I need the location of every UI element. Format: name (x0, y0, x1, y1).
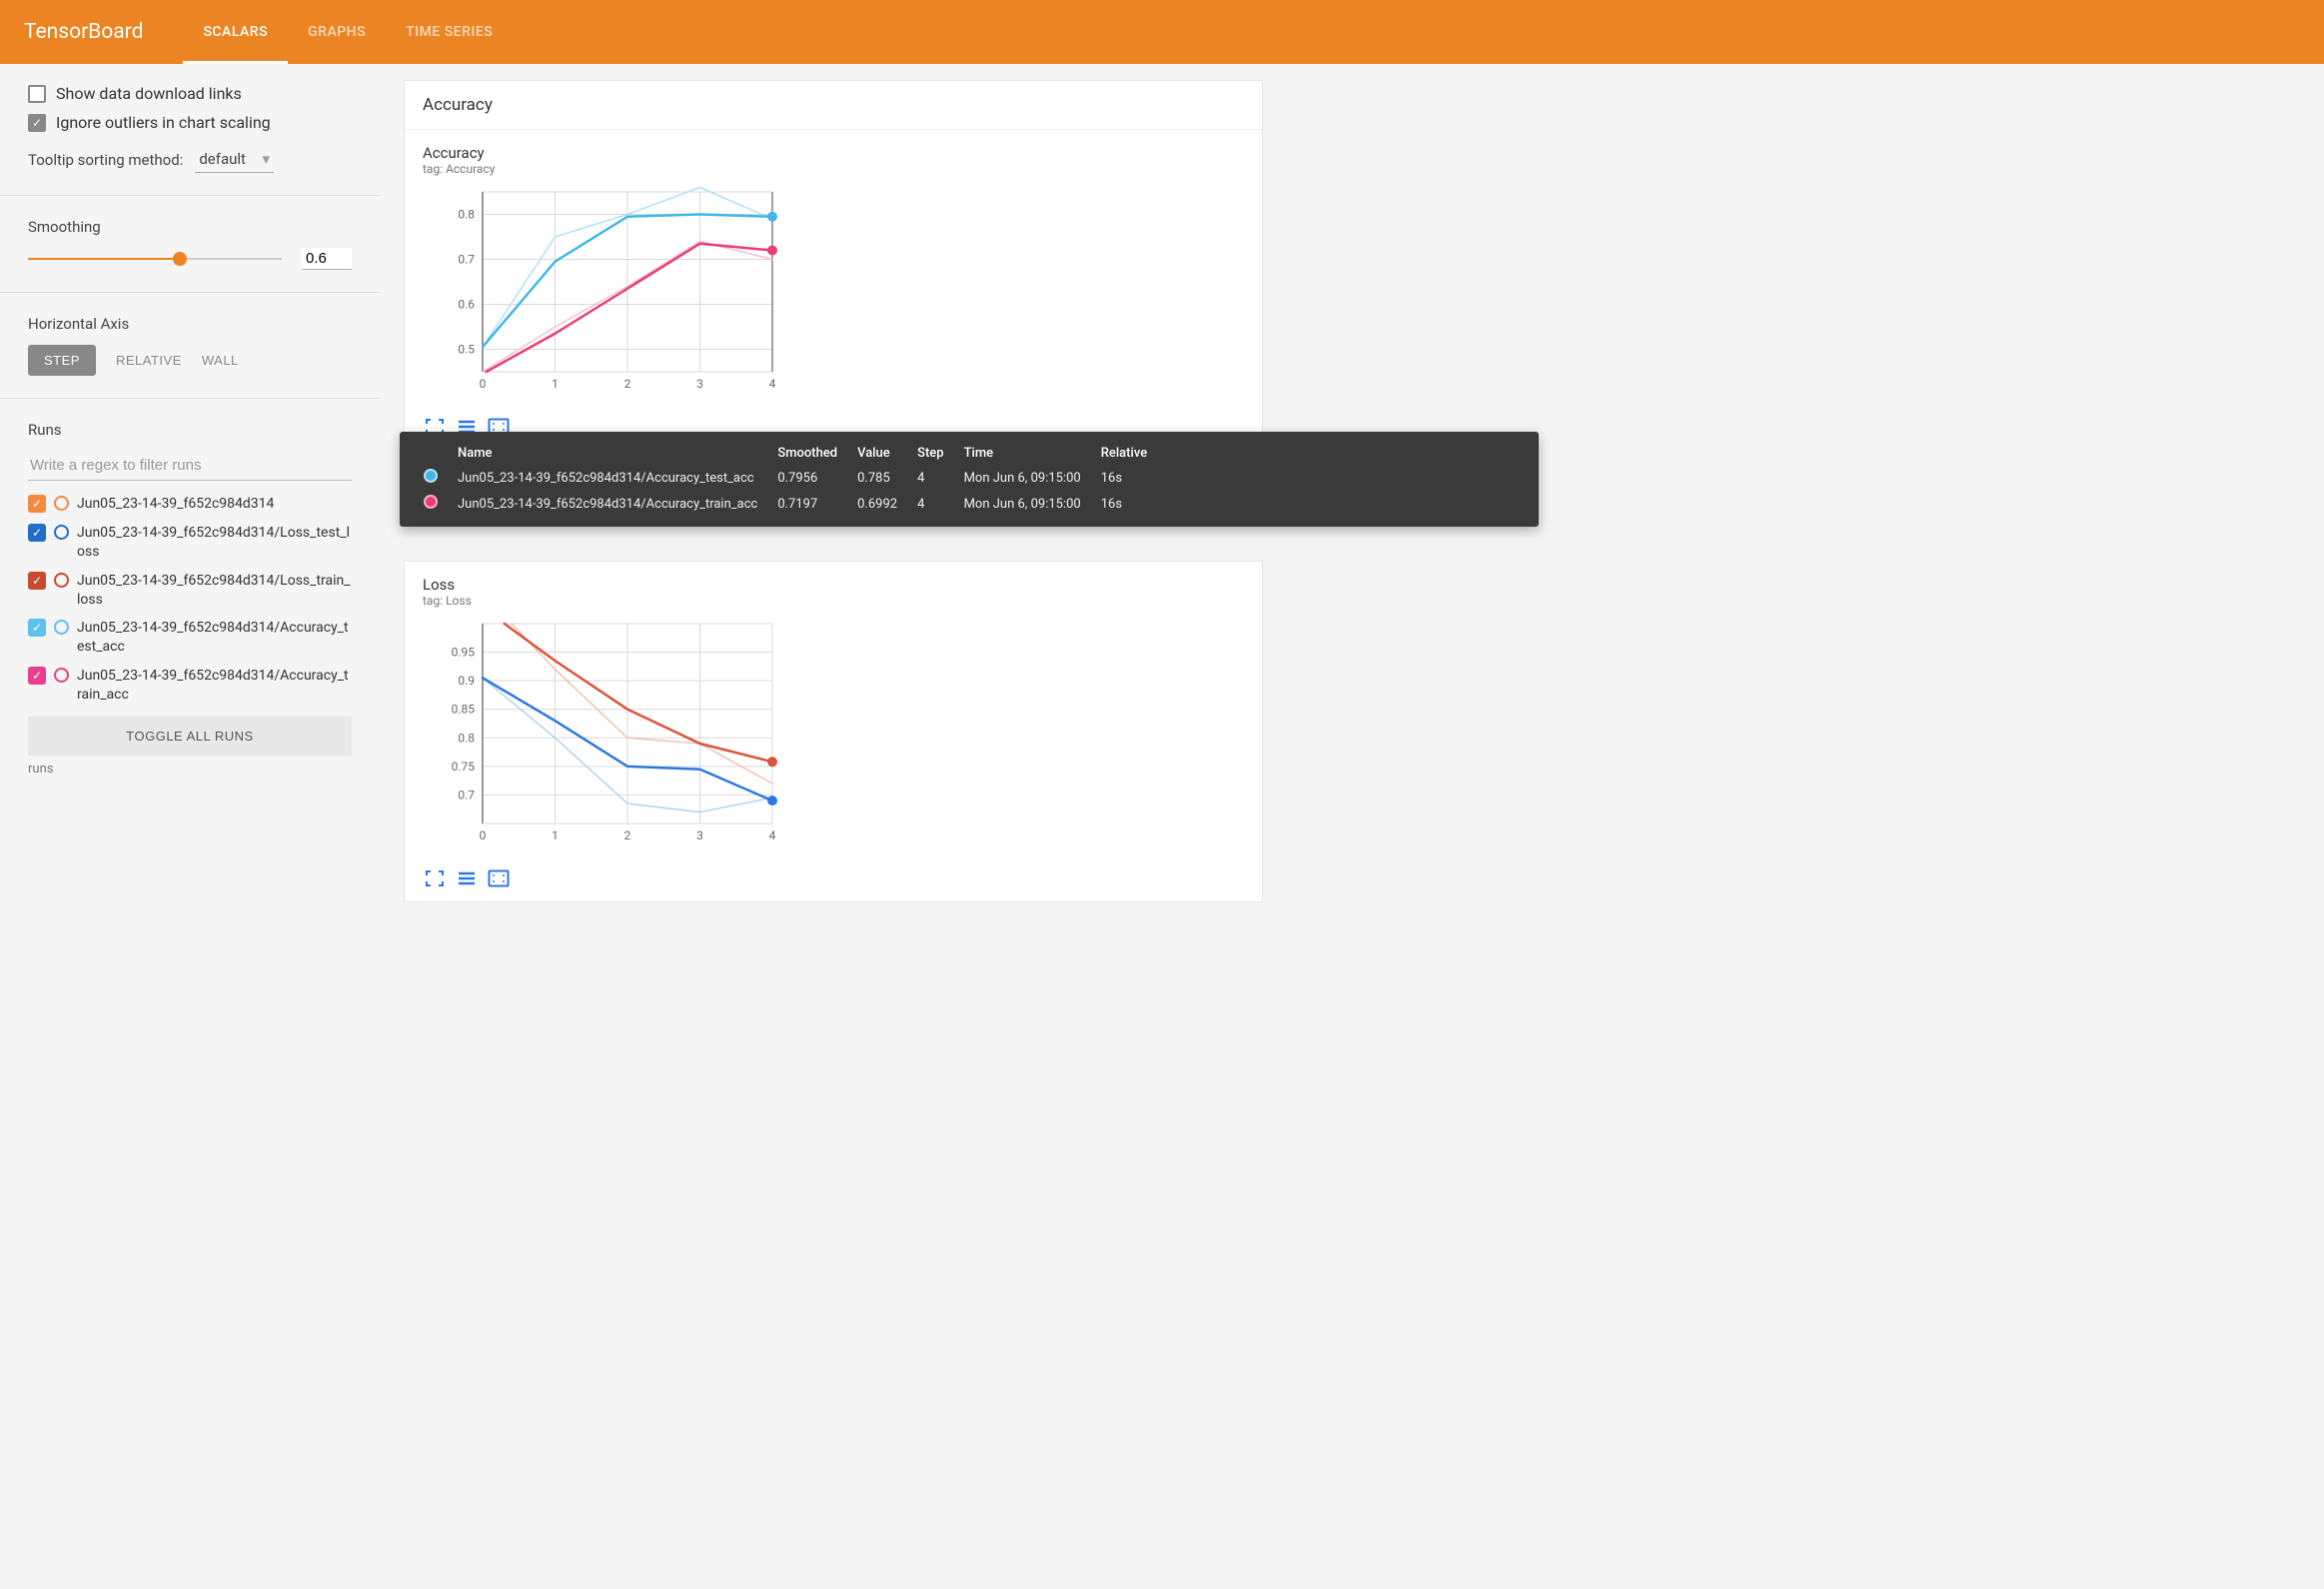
loss-chart[interactable]: 0.7 0.75 0.8 0.85 0.9 0.95 0 1 2 3 4 (423, 614, 782, 853)
runs-list: Jun05_23-14-39_f652c984d314 Jun05_23-14-3… (28, 495, 352, 705)
divider (0, 195, 380, 196)
run-item[interactable]: Jun05_23-14-39_f652c984d314/Loss_test_lo… (28, 524, 352, 562)
expand-icon[interactable] (423, 867, 447, 889)
svg-text:0.9: 0.9 (458, 674, 475, 688)
tab-scalars[interactable]: SCALARS (183, 0, 288, 64)
chart-title: Accuracy (423, 144, 1244, 162)
svg-text:0.5: 0.5 (458, 343, 475, 357)
svg-text:0.8: 0.8 (458, 208, 475, 222)
svg-text:0: 0 (480, 377, 487, 391)
checkbox-ignore-outliers[interactable]: Ignore outliers in chart scaling (28, 113, 352, 132)
accuracy-pane: Accuracy Accuracy tag: Accuracy 0.50.60.… (404, 80, 1263, 451)
checkbox-icon (28, 85, 46, 103)
sidebar: Show data download links Ignore outliers… (0, 64, 380, 942)
chart-tag: tag: Accuracy (423, 162, 1244, 176)
run-color-icon (54, 525, 69, 540)
list-icon[interactable] (455, 867, 479, 889)
pane-title: Accuracy (405, 81, 1262, 130)
svg-text:2: 2 (624, 828, 631, 842)
haxis-wall-button[interactable]: WALL (202, 353, 239, 368)
run-color-icon (54, 496, 69, 511)
tooltip-sort-select[interactable]: default (195, 146, 274, 173)
svg-text:2: 2 (624, 377, 631, 391)
run-label: Jun05_23-14-39_f652c984d314/Accuracy_tra… (77, 667, 352, 705)
svg-text:0: 0 (480, 828, 487, 842)
run-checkbox-icon (28, 572, 46, 590)
runs-filter-input[interactable] (28, 451, 352, 481)
horizontal-axis-group: STEP RELATIVE WALL (28, 345, 352, 376)
svg-text:0.95: 0.95 (452, 646, 476, 660)
svg-text:1: 1 (552, 377, 559, 391)
run-item[interactable]: Jun05_23-14-39_f652c984d314/Accuracy_tes… (28, 619, 352, 657)
accuracy-chart-block: Accuracy tag: Accuracy 0.5 0.6 0.7 0.8 0 1 2 3 4 (405, 130, 1262, 412)
runs-footer-text: runs (28, 762, 352, 777)
tab-graphs[interactable]: GRAPHS (288, 0, 386, 64)
checkbox-icon (28, 114, 46, 132)
run-item[interactable]: Jun05_23-14-39_f652c984d314 (28, 495, 352, 514)
chart-tooltip: NameSmoothedValueStepTimeRelative Jun05_… (400, 432, 1539, 527)
run-checkbox-icon (28, 495, 46, 513)
svg-text:0.7: 0.7 (458, 253, 475, 267)
svg-text:0.8: 0.8 (458, 731, 475, 745)
run-label: Jun05_23-14-39_f652c984d314 (77, 495, 274, 514)
brand-title: TensorBoard (24, 20, 143, 44)
run-color-icon (54, 573, 69, 588)
checkbox-label: Ignore outliers in chart scaling (56, 113, 271, 132)
chart-tag: tag: Loss (423, 594, 1244, 608)
smoothing-value-input[interactable] (302, 248, 352, 270)
loss-chart-block: Loss tag: Loss 0.7 0.75 0.8 0.85 0.9 0.95 0 1 2 3… (405, 562, 1262, 863)
runs-section-label: Runs (28, 421, 352, 439)
run-color-icon (54, 668, 69, 683)
svg-text:3: 3 (696, 377, 703, 391)
chart-title: Loss (423, 576, 1244, 594)
svg-text:0.7: 0.7 (458, 788, 475, 801)
tooltip-sort-label: Tooltip sorting method: (28, 151, 183, 169)
haxis-step-button[interactable]: STEP (28, 345, 96, 376)
divider (0, 398, 380, 399)
chart-toolbar (405, 863, 1262, 901)
toggle-all-runs-button[interactable]: TOGGLE ALL RUNS (28, 717, 352, 756)
run-color-icon (54, 620, 69, 635)
fit-icon[interactable] (487, 867, 511, 889)
svg-text:4: 4 (769, 377, 776, 391)
header-tabs: SCALARSGRAPHSTIME SERIES (183, 0, 513, 64)
svg-text:0.85: 0.85 (452, 703, 476, 717)
checkbox-download-links[interactable]: Show data download links (28, 84, 352, 103)
run-item[interactable]: Jun05_23-14-39_f652c984d314/Loss_train_l… (28, 572, 352, 610)
svg-text:0.6: 0.6 (458, 298, 475, 312)
svg-text:0.75: 0.75 (452, 760, 476, 774)
loss-pane: Loss tag: Loss 0.7 0.75 0.8 0.85 0.9 0.95 0 1 2 3… (404, 561, 1263, 902)
main-content: Accuracy Accuracy tag: Accuracy 0.50.60.… (380, 64, 1279, 942)
svg-text:3: 3 (696, 828, 703, 842)
smoothing-label: Smoothing (28, 218, 352, 236)
haxis-relative-button[interactable]: RELATIVE (116, 353, 182, 368)
run-label: Jun05_23-14-39_f652c984d314/Loss_train_l… (77, 572, 352, 610)
tooltip-sort-row: Tooltip sorting method: default (28, 146, 352, 173)
smoothing-slider[interactable] (28, 249, 282, 269)
checkbox-label: Show data download links (56, 84, 242, 103)
run-checkbox-icon (28, 619, 46, 637)
run-checkbox-icon (28, 667, 46, 685)
svg-text:4: 4 (769, 828, 776, 842)
run-item[interactable]: Jun05_23-14-39_f652c984d314/Accuracy_tra… (28, 667, 352, 705)
divider (0, 292, 380, 293)
accuracy-chart[interactable]: 0.5 0.6 0.7 0.8 0 1 2 3 4 (423, 182, 782, 402)
tab-time-series[interactable]: TIME SERIES (386, 0, 513, 64)
run-checkbox-icon (28, 524, 46, 542)
run-label: Jun05_23-14-39_f652c984d314/Loss_test_lo… (77, 524, 352, 562)
app-header: TensorBoard SCALARSGRAPHSTIME SERIES (0, 0, 2324, 64)
svg-text:1: 1 (552, 828, 559, 842)
run-label: Jun05_23-14-39_f652c984d314/Accuracy_tes… (77, 619, 352, 657)
horizontal-axis-label: Horizontal Axis (28, 315, 352, 333)
